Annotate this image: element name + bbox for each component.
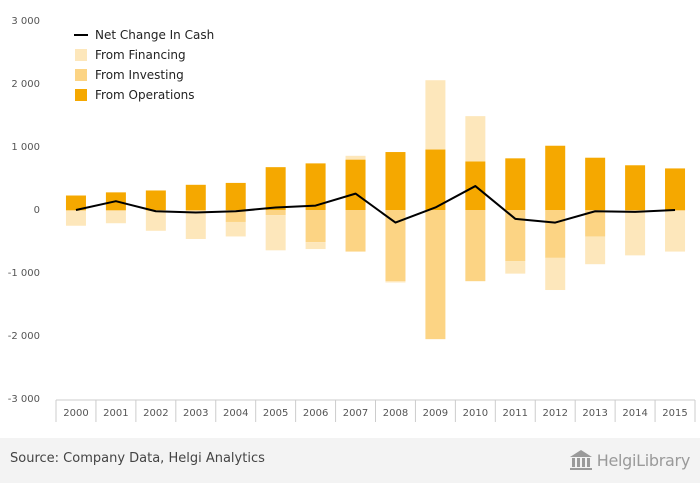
- brand-logo[interactable]: HelgiLibrary: [569, 447, 690, 473]
- line-layer: [75, 185, 676, 224]
- bar-from-operations: [225, 182, 246, 210]
- bar-from-operations: [425, 149, 446, 210]
- bar-from-operations: [145, 190, 166, 210]
- footer-bar: Source: Company Data, Helgi Analytics He…: [0, 438, 700, 483]
- bar-from-financing: [345, 155, 366, 160]
- line-net-change-in-cash: [75, 185, 676, 224]
- legend-item[interactable]: Net Change In Cash: [74, 28, 214, 42]
- bar-from-financing: [545, 257, 566, 291]
- bar-from-investing: [185, 210, 206, 212]
- library-building-icon: [569, 450, 592, 470]
- x-tick-label: 2008: [383, 408, 408, 419]
- legend-label: Net Change In Cash: [95, 28, 214, 42]
- bar-from-financing: [625, 211, 646, 256]
- bar-from-operations: [65, 195, 86, 210]
- bar-from-operations: [265, 167, 286, 210]
- legend-label: From Financing: [95, 48, 186, 62]
- bar-from-investing: [545, 210, 566, 258]
- bar-from-operations: [385, 152, 406, 210]
- bar-from-operations: [185, 184, 206, 210]
- bar-from-financing: [505, 261, 526, 274]
- source-text: Source: Company Data, Helgi Analytics: [10, 451, 265, 466]
- legend-item[interactable]: From Investing: [75, 68, 184, 82]
- bar-from-operations: [585, 157, 606, 210]
- axis-layer: 3 000 2 000 1 000 0 -1 000 -2 000 -3 000 2000 20…: [8, 16, 696, 422]
- x-tick-label: 2002: [143, 408, 168, 419]
- bar-from-financing: [585, 236, 606, 265]
- legend-item[interactable]: From Financing: [75, 48, 186, 62]
- bar-from-operations: [625, 165, 646, 210]
- legend-label: From Investing: [95, 68, 184, 82]
- y-tick-label: -2 000: [8, 331, 40, 342]
- x-tick-label: 2006: [303, 408, 328, 419]
- x-tick-label: 2003: [183, 408, 208, 419]
- x-tick-label: 2012: [542, 408, 567, 419]
- legend-label: From Operations: [95, 88, 195, 102]
- x-tick-label: 2004: [223, 408, 248, 419]
- bar-from-operations: [305, 163, 326, 210]
- bar-from-investing: [345, 210, 366, 252]
- x-tick-label: 2005: [263, 408, 288, 419]
- x-tick-label: 2010: [463, 408, 488, 419]
- y-tick-label: 3 000: [11, 16, 40, 27]
- bar-from-financing: [65, 211, 86, 226]
- x-tick-label: 2000: [63, 408, 88, 419]
- x-tick-label: 2007: [343, 408, 368, 419]
- bar-from-investing: [225, 210, 246, 222]
- bar-from-financing: [225, 221, 246, 237]
- chart-plot: 3 000 2 000 1 000 0 -1 000 -2 000 -3 000 2000 20…: [8, 16, 696, 422]
- bar-from-financing: [185, 211, 206, 239]
- bar-from-investing: [425, 210, 446, 340]
- bar-from-operations: [345, 159, 366, 210]
- bar-from-investing: [385, 210, 406, 282]
- bar-from-financing: [425, 80, 446, 150]
- bar-from-financing: [385, 281, 406, 283]
- x-tick-label: 2014: [622, 408, 647, 419]
- bar-from-financing: [265, 215, 286, 251]
- y-tick-label: 0: [34, 205, 40, 216]
- bar-from-investing: [305, 210, 326, 243]
- bar-from-operations: [665, 168, 686, 210]
- bar-from-investing: [65, 210, 86, 212]
- legend-item[interactable]: From Operations: [75, 88, 195, 102]
- bar-from-investing: [505, 210, 526, 262]
- legend-swatch: [75, 69, 87, 81]
- y-tick-label: -3 000: [8, 394, 40, 405]
- bar-from-investing: [625, 210, 646, 212]
- bar-from-operations: [545, 145, 566, 210]
- x-tick-label: 2015: [662, 408, 687, 419]
- bar-from-financing: [105, 211, 126, 224]
- legend: Net Change In Cash From Financing From Inv…: [74, 28, 214, 102]
- x-tick-label: 2011: [503, 408, 528, 419]
- y-tick-label: -1 000: [8, 268, 40, 279]
- x-tick-label: 2013: [582, 408, 607, 419]
- bar-from-investing: [105, 210, 126, 212]
- bar-from-investing: [585, 210, 606, 237]
- bar-from-financing: [665, 211, 686, 252]
- bar-from-financing: [305, 242, 326, 250]
- bar-from-investing: [465, 210, 486, 282]
- x-tick-label: 2001: [103, 408, 128, 419]
- legend-swatch: [75, 89, 87, 101]
- legend-swatch: [75, 49, 87, 61]
- bar-from-financing: [465, 116, 486, 162]
- bar-from-operations: [505, 158, 526, 210]
- y-tick-label: 1 000: [11, 142, 40, 153]
- x-tick-label: 2009: [423, 408, 448, 419]
- bars-layer: [65, 80, 686, 340]
- brand-text: HelgiLibrary: [596, 450, 691, 470]
- y-tick-label: 2 000: [11, 79, 40, 90]
- bar-from-financing: [145, 211, 166, 231]
- bar-from-investing: [265, 210, 286, 216]
